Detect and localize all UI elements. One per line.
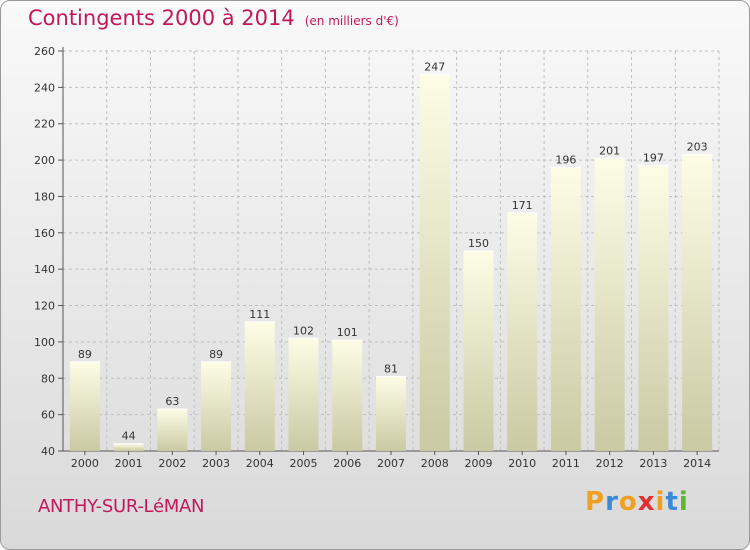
logo-letter: i xyxy=(655,487,666,517)
data-label: 111 xyxy=(249,308,270,321)
x-tick-label: 2008 xyxy=(421,457,449,470)
logo-letter: t xyxy=(665,487,679,517)
x-tick-label: 2014 xyxy=(683,457,711,470)
bar xyxy=(376,376,406,451)
bar xyxy=(201,361,232,451)
x-tick-label: 2004 xyxy=(246,457,274,470)
data-label: 201 xyxy=(599,144,620,157)
logo-letter: x xyxy=(637,487,656,517)
y-tick-label: 100 xyxy=(34,336,55,349)
data-label: 196 xyxy=(555,153,576,166)
x-tick-label: 2003 xyxy=(202,457,230,470)
label-layer: 89 44 63 89 111 102 101 81 247 150 171 196 201 197 203 xyxy=(78,61,708,443)
bar xyxy=(594,158,625,452)
x-tick-label: 2009 xyxy=(464,457,492,470)
data-label: 81 xyxy=(384,362,398,375)
y-tick-label: 200 xyxy=(34,154,55,167)
data-label: 89 xyxy=(209,348,223,361)
y-tick-label: 160 xyxy=(34,227,55,240)
y-tick-label: 40 xyxy=(41,445,55,458)
data-label: 101 xyxy=(337,326,358,339)
bar xyxy=(288,338,319,451)
data-label: 203 xyxy=(687,141,708,154)
data-label: 171 xyxy=(512,199,533,212)
bar xyxy=(113,443,144,451)
y-tick-label: 80 xyxy=(41,372,55,385)
logo-letter: o xyxy=(618,487,638,517)
x-tick-label: 2012 xyxy=(596,457,624,470)
y-tick-label: 140 xyxy=(34,263,55,276)
x-tick-label: 2007 xyxy=(377,457,405,470)
data-label: 150 xyxy=(468,237,489,250)
bar xyxy=(244,321,275,451)
y-tick-label: 120 xyxy=(34,300,55,313)
bar xyxy=(507,212,538,451)
x-tick-label: 2013 xyxy=(639,457,667,470)
bar xyxy=(682,154,713,452)
x-tick-label: 2011 xyxy=(552,457,580,470)
data-label: 102 xyxy=(293,324,314,337)
bar xyxy=(157,409,188,451)
x-tick-label: 2001 xyxy=(115,457,143,470)
city-name: ANTHY-SUR-LéMAN xyxy=(38,496,205,517)
chart-title: Contingents 2000 à 2014 xyxy=(28,6,295,30)
data-label: 44 xyxy=(122,430,136,443)
y-tick-label: 240 xyxy=(34,81,55,94)
chart-subtitle: (en milliers d'€) xyxy=(304,14,399,28)
data-label: 197 xyxy=(643,152,664,165)
data-label: 63 xyxy=(165,395,179,408)
y-tick-label: 260 xyxy=(34,45,55,58)
bar-layer xyxy=(69,74,713,452)
x-tick-label: 2002 xyxy=(158,457,186,470)
bar xyxy=(419,74,450,452)
bar xyxy=(463,251,494,451)
data-label: 89 xyxy=(78,348,92,361)
proxiti-logo: Proxiti xyxy=(585,487,689,517)
y-tick-label: 180 xyxy=(34,190,55,203)
x-tick-label: 2005 xyxy=(290,457,318,470)
x-tick-label: 2006 xyxy=(333,457,361,470)
y-tick-label: 60 xyxy=(41,409,55,422)
bar xyxy=(332,340,363,451)
logo-letter: i xyxy=(678,487,689,517)
logo-letter: r xyxy=(605,487,619,517)
logo-letter: P xyxy=(585,487,606,517)
bar xyxy=(550,167,581,451)
bar xyxy=(69,361,100,451)
title-block: Contingents 2000 à 2014 (en milliers d'€) xyxy=(28,6,399,30)
bar xyxy=(638,165,669,451)
data-label: 247 xyxy=(424,61,445,74)
y-tick-label: 220 xyxy=(34,118,55,131)
x-tick-label: 2010 xyxy=(508,457,536,470)
axis-layer: 40 60 80 100 120 140 160 180 200 220 240 260 2000 200… xyxy=(34,45,719,470)
x-tick-label: 2000 xyxy=(71,457,99,470)
